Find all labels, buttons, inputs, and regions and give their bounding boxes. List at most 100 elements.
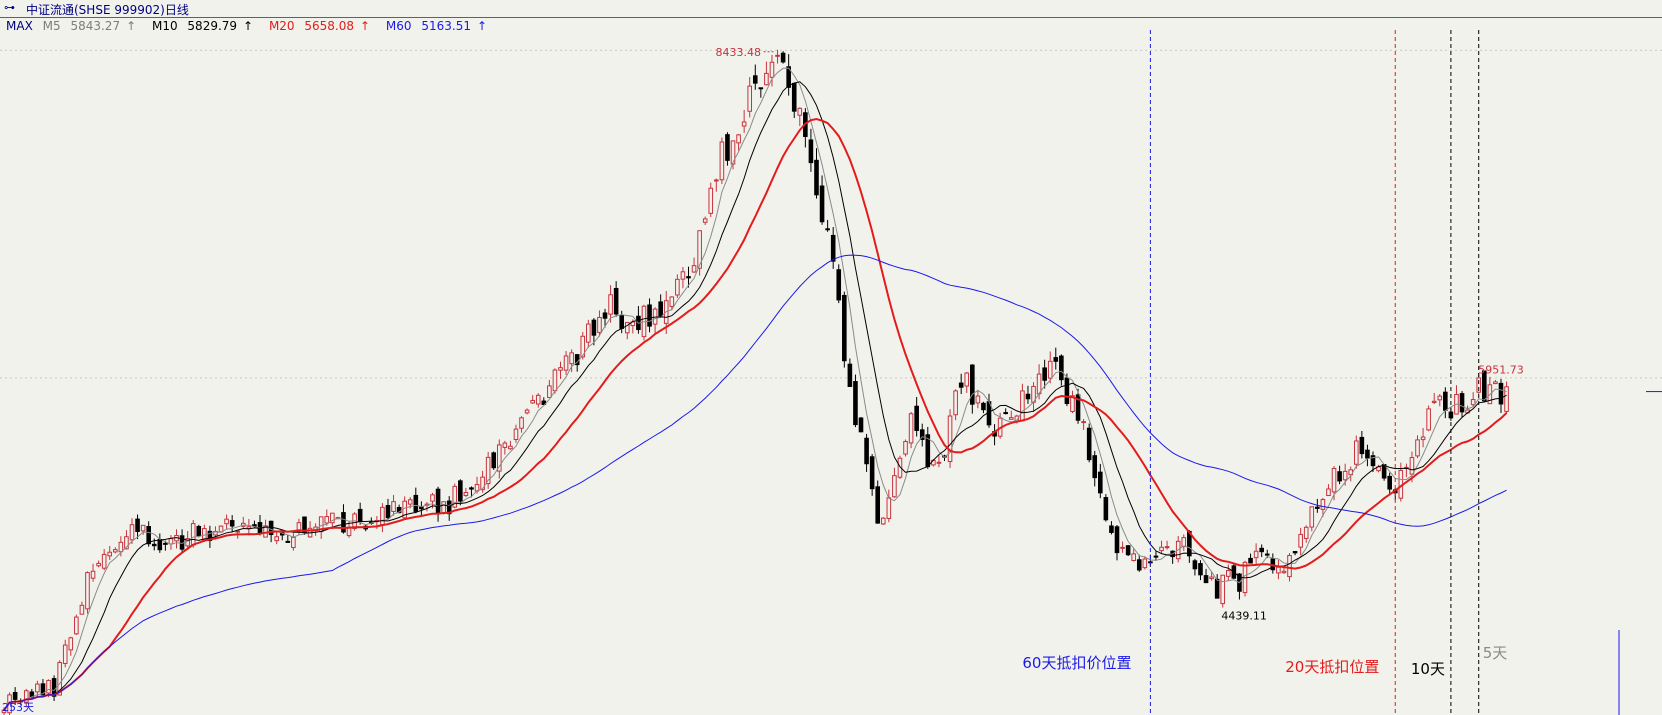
- candle: [391, 494, 396, 516]
- candle-body: [530, 399, 535, 404]
- candle-body: [491, 452, 497, 469]
- candle: [129, 518, 135, 544]
- candle-body: [613, 287, 619, 315]
- candle-body: [519, 417, 524, 429]
- legend-m10: M10 5829.79 ↑: [151, 19, 254, 33]
- candle: [1114, 524, 1120, 561]
- candle-body: [580, 335, 586, 358]
- candle: [40, 679, 46, 696]
- candle-body: [452, 485, 458, 508]
- legend-m60: M60 5163.51 ↑: [385, 19, 488, 33]
- candle: [730, 140, 736, 170]
- candle-body: [441, 501, 446, 514]
- candle: [23, 688, 29, 708]
- candle: [508, 440, 513, 450]
- candle: [469, 486, 474, 498]
- candle-body: [903, 441, 908, 455]
- candle-body: [897, 457, 903, 478]
- candle-body: [1359, 436, 1365, 455]
- candle-body: [736, 134, 741, 144]
- candle: [419, 501, 424, 517]
- candle-body: [608, 294, 613, 315]
- candle-body: [1493, 381, 1498, 385]
- low-value-label: 4439.11: [1221, 610, 1267, 623]
- candle: [1047, 351, 1053, 384]
- candle-body: [90, 570, 96, 579]
- candle-body: [814, 159, 819, 196]
- candle-body: [1109, 525, 1114, 533]
- candle-body: [1220, 574, 1226, 605]
- candle: [1337, 465, 1342, 485]
- candle: [1320, 497, 1326, 517]
- mode-label[interactable]: MAX: [6, 19, 33, 33]
- candle: [1454, 385, 1459, 415]
- candle: [741, 109, 747, 133]
- candle: [68, 636, 74, 656]
- candle: [764, 61, 769, 86]
- candle-body: [630, 321, 636, 327]
- candle-body: [597, 316, 602, 333]
- candle: [647, 298, 652, 333]
- candle: [680, 267, 686, 289]
- candle-body: [1070, 395, 1075, 412]
- candle: [380, 503, 385, 533]
- candle: [168, 535, 174, 550]
- candle: [1404, 463, 1409, 478]
- candle-body: [1353, 440, 1359, 465]
- candle: [1181, 534, 1187, 551]
- candle-body: [658, 301, 663, 317]
- candle: [714, 178, 719, 192]
- candle: [524, 408, 530, 415]
- candle-body: [875, 486, 881, 524]
- title-bar: ⊶ 中证流通(SHSE 999902)日线: [0, 0, 1662, 18]
- candle: [1198, 560, 1203, 581]
- candle: [1120, 541, 1125, 553]
- candle: [986, 393, 992, 428]
- label-layer: 8433.48 4439.11 5951.73 253天 60天抵扣价位置 20天抵扣位置…: [2, 46, 1524, 714]
- ma60-line: [3, 254, 1507, 711]
- candle: [1370, 451, 1376, 473]
- candle: [1420, 428, 1426, 448]
- candle-body: [602, 312, 608, 319]
- candle: [1070, 390, 1075, 414]
- candle: [1298, 527, 1303, 556]
- candle: [791, 82, 797, 119]
- candle: [385, 498, 391, 520]
- candle: [675, 274, 680, 298]
- candle-body: [864, 437, 869, 465]
- candle: [1053, 347, 1059, 370]
- candle-body: [1320, 499, 1326, 510]
- candle: [1292, 550, 1298, 556]
- candle: [291, 533, 296, 551]
- candle: [535, 393, 541, 408]
- candle-body: [1365, 449, 1370, 459]
- candle: [775, 49, 780, 64]
- candle: [502, 440, 508, 455]
- candle: [964, 371, 970, 393]
- candle: [1098, 463, 1103, 499]
- candle-body: [1253, 550, 1259, 559]
- candle-body: [741, 121, 747, 127]
- candle-body: [12, 691, 18, 700]
- candle: [413, 487, 419, 514]
- candle-body: [975, 395, 981, 404]
- link-icon[interactable]: ⊶: [4, 1, 15, 14]
- candle: [530, 395, 535, 404]
- candle-body: [914, 405, 919, 431]
- candle: [1359, 430, 1365, 459]
- candle-body: [1431, 400, 1437, 403]
- candle: [970, 364, 975, 414]
- candle: [975, 390, 981, 409]
- candle: [1209, 571, 1214, 581]
- candle-body: [1192, 560, 1198, 570]
- m20-offset-label: 20天抵扣位置: [1285, 658, 1379, 676]
- candle-body: [686, 276, 691, 279]
- candle: [1426, 405, 1431, 432]
- candle-body: [252, 524, 257, 527]
- candle: [1125, 545, 1131, 557]
- candle: [135, 514, 140, 540]
- candle-body: [1331, 467, 1337, 493]
- candle-body: [1259, 547, 1264, 553]
- candle-body: [1426, 408, 1431, 431]
